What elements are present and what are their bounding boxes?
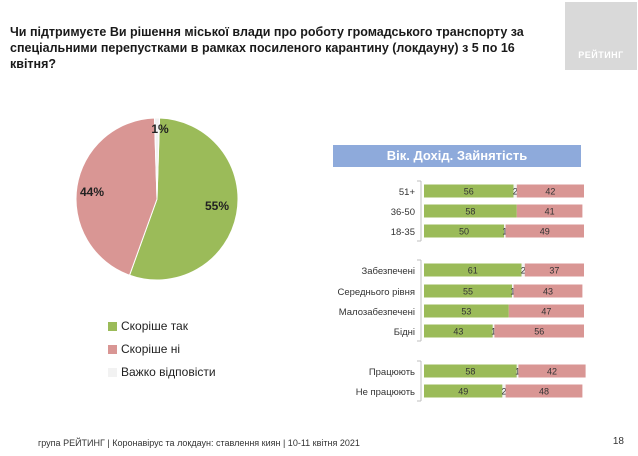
legend-label-oppose: Скоріше ні: [121, 342, 180, 356]
bar-segment-undecided: [521, 263, 525, 277]
data-label-undecided: 2: [521, 266, 526, 276]
bar-segment-support: [424, 184, 514, 198]
page-number: 18: [612, 436, 624, 447]
bar-segment-support: [424, 324, 493, 338]
bar-segment-oppose: [508, 304, 584, 318]
category-label: Малозабезпечені: [339, 307, 415, 318]
data-label-oppose: 41: [545, 207, 555, 217]
data-label-undecided: 2: [513, 187, 518, 197]
bar-segment-undecided: [492, 324, 495, 338]
legend-swatch-undecided: [108, 367, 117, 377]
bar-segment-support: [424, 364, 517, 378]
pie-value-label: 1%: [151, 122, 169, 136]
bar-segment-undecided: [502, 384, 506, 398]
category-label: Працюють: [369, 367, 415, 378]
bar-segment-undecided: [513, 184, 517, 198]
bar-segment-support: [424, 204, 517, 218]
bar-segment-undecided: [512, 284, 514, 298]
legend-item-undecided: Важко відповісти: [108, 362, 216, 382]
footer-source: група РЕЙТИНГ | Коронавірус та локдаун: …: [38, 438, 360, 448]
pie-legend: Скоріше так Скоріше ні Важко відповісти: [108, 316, 216, 385]
data-label-undecided: 1: [502, 227, 507, 237]
category-label: Бідні: [394, 327, 415, 338]
bar-segment-support: [424, 304, 509, 318]
legend-label-support: Скоріше так: [121, 319, 188, 333]
data-label-support: 56: [464, 187, 474, 197]
legend-item-support: Скоріше так: [108, 316, 216, 336]
category-label: 18-35: [391, 227, 415, 238]
logo: РЕЙТИНГ: [565, 2, 637, 70]
data-label-support: 61: [468, 266, 478, 276]
bar-segment-oppose: [524, 263, 584, 277]
bar-segment-oppose: [516, 204, 583, 218]
data-label-oppose: 56: [534, 327, 544, 337]
data-label-undecided: 1: [510, 287, 515, 297]
pie-value-label: 55%: [205, 199, 229, 213]
bar-segment-support: [424, 263, 522, 277]
data-label-oppose: 42: [545, 187, 555, 197]
pie-slice-oppose: [75, 117, 158, 276]
bar-segment-support: [424, 224, 504, 238]
data-label-oppose: 42: [547, 367, 557, 377]
data-label-undecided: 1: [515, 367, 520, 377]
category-label: 36-50: [391, 207, 415, 218]
category-label: Не працюють: [356, 387, 415, 398]
data-label-oppose: 37: [549, 266, 559, 276]
bar-segment-oppose: [513, 284, 583, 298]
data-label-support: 43: [453, 327, 463, 337]
category-label: Забезпечені: [362, 266, 416, 277]
panel-title: Вік. Дохід. Зайнятість: [333, 145, 581, 167]
data-label-support: 58: [465, 207, 475, 217]
data-label-oppose: 47: [541, 307, 551, 317]
bar-segment-oppose: [516, 184, 584, 198]
data-label-undecided: 2: [501, 387, 506, 397]
data-label-support: 49: [458, 387, 468, 397]
pie-slice-undecided: [153, 117, 161, 200]
legend-swatch-support: [108, 321, 117, 331]
legend-swatch-oppose: [108, 344, 117, 354]
bar-segment-support: [424, 284, 512, 298]
data-label-support: 50: [459, 227, 469, 237]
bar-segment-oppose: [494, 324, 584, 338]
data-label-oppose: 49: [540, 227, 550, 237]
pie-slice-support: [128, 117, 239, 281]
data-label-oppose: 43: [543, 287, 553, 297]
bar-segment-oppose: [505, 224, 584, 238]
data-label-support: 53: [461, 307, 471, 317]
bar-segment-undecided: [516, 364, 519, 378]
data-label-support: 58: [465, 367, 475, 377]
data-label-oppose: 48: [539, 387, 549, 397]
data-label-undecided: 1: [491, 327, 496, 337]
legend-label-undecided: Важко відповісти: [121, 365, 216, 379]
logo-text: РЕЙТИНГ: [578, 50, 624, 60]
bar-segment-undecided: [504, 224, 506, 238]
chart-title: Чи підтримуєте Ви рішення міської влади …: [10, 25, 524, 71]
pie-value-label: 44%: [80, 185, 104, 199]
bar-segment-support: [424, 384, 503, 398]
bar-segment-oppose: [505, 384, 583, 398]
data-label-support: 55: [463, 287, 473, 297]
legend-item-oppose: Скоріше ні: [108, 339, 216, 359]
category-label: 51+: [399, 187, 416, 198]
category-label: Середнього рівня: [337, 287, 415, 298]
bar-segment-oppose: [518, 364, 586, 378]
